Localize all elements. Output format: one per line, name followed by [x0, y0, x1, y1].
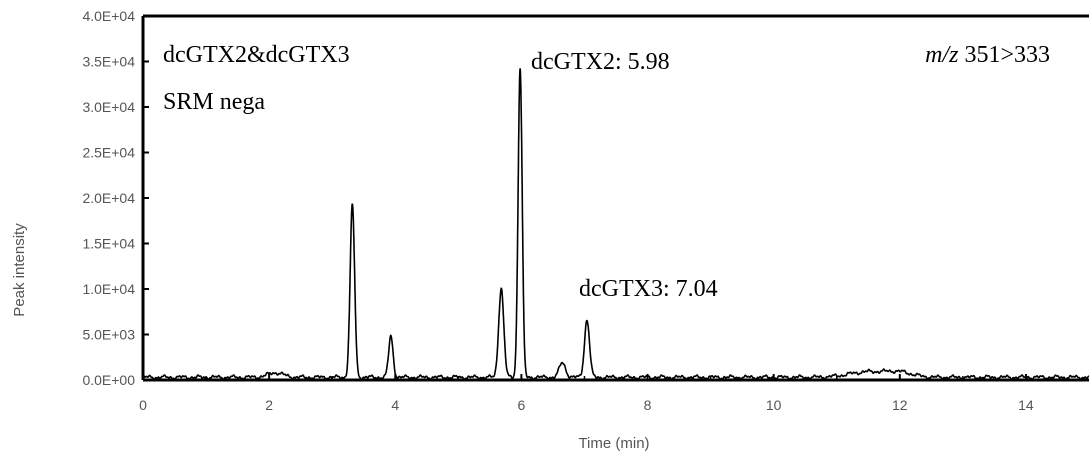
x-tick-label: 12 — [892, 397, 908, 413]
y-axis-title: Peak intensity — [11, 223, 28, 317]
x-tick-label: 2 — [265, 397, 273, 413]
y-tick-label: 4.0E+04 — [82, 8, 135, 24]
y-tick-label: 3.5E+04 — [82, 54, 135, 70]
chromatogram-trace — [142, 68, 1089, 381]
y-axis-ticks: 0.0E+00 5.0E+03 1.0E+04 1.5E+04 2.0E+04 2.5E+… — [82, 8, 149, 388]
mode-annotation: SRM nega — [163, 89, 265, 115]
y-tick-label: 0.0E+00 — [82, 372, 135, 388]
x-tick-label: 14 — [1018, 397, 1034, 413]
x-tick-label: 6 — [518, 397, 526, 413]
transition-value: 351>333 — [964, 42, 1050, 68]
y-tick-label: 3.0E+04 — [82, 99, 135, 115]
y-tick-label: 2.5E+04 — [82, 145, 135, 161]
x-axis-title: Time (min) — [578, 435, 649, 452]
x-tick-label: 10 — [766, 397, 782, 413]
peak-label-dcgtx2: dcGTX2: 5.98 — [531, 49, 670, 75]
x-tick-label: 8 — [644, 397, 652, 413]
transition-annotation: m/z 351>333 — [925, 42, 1050, 68]
peak-label-dcgtx3: dcGTX3: 7.04 — [579, 276, 718, 302]
y-tick-label: 1.5E+04 — [82, 236, 135, 252]
x-tick-label: 4 — [391, 397, 399, 413]
y-tick-label: 5.0E+03 — [82, 327, 135, 343]
transition-prefix: m/z — [925, 42, 959, 68]
x-tick-label: 0 — [139, 397, 147, 413]
sample-annotation: dcGTX2&dcGTX3 — [163, 42, 350, 68]
y-tick-label: 2.0E+04 — [82, 190, 135, 206]
y-tick-label: 1.0E+04 — [82, 281, 135, 297]
